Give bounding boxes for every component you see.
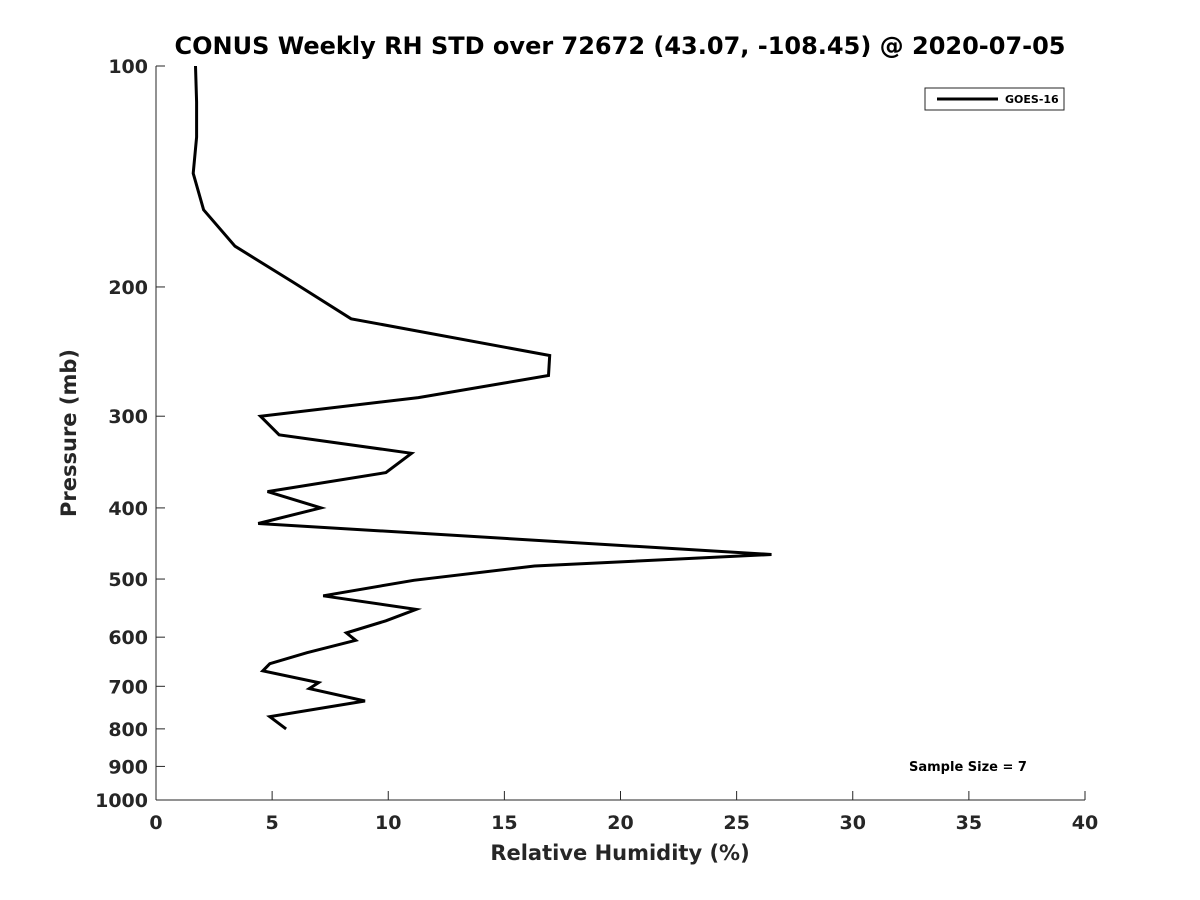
y-tick-label: 900: [108, 756, 148, 778]
axes: 0 5 10 15 20 25 30 35 40 100 200 300 400 500 600 700 800…: [95, 56, 1098, 834]
y-tick-label: 600: [108, 627, 148, 649]
y-tick-label: 300: [108, 406, 148, 428]
y-tick-label: 700: [108, 676, 148, 698]
x-tick-label: 35: [956, 812, 982, 834]
y-tick-label: 400: [108, 498, 148, 520]
x-axis-label: Relative Humidity (%): [490, 841, 749, 865]
y-tick-label: 200: [108, 277, 148, 299]
legend-label-goes-16: GOES-16: [1005, 93, 1059, 106]
y-tick-label: 100: [108, 56, 148, 78]
series-line-goes-16: [191, 65, 772, 731]
x-tick-label: 10: [375, 812, 401, 834]
legend: GOES-16: [924, 87, 1065, 111]
x-tick-label: 5: [266, 812, 279, 834]
sample-size-annotation: Sample Size = 7: [909, 760, 1027, 775]
y-tick-label: 800: [108, 719, 148, 741]
y-tick-label: 500: [108, 569, 148, 591]
x-tick-label: 15: [491, 812, 517, 834]
x-tick-label: 20: [607, 812, 633, 834]
x-tick-label: 25: [723, 812, 749, 834]
y-axis-label: Pressure (mb): [57, 349, 81, 517]
x-tick-label: 30: [840, 812, 866, 834]
x-tick-label: 0: [149, 812, 162, 834]
series-layer: [191, 65, 772, 731]
x-tick-label: 40: [1072, 812, 1098, 834]
y-tick-label: 1000: [95, 790, 148, 812]
chart-title: CONUS Weekly RH STD over 72672 (43.07, -…: [174, 32, 1065, 60]
